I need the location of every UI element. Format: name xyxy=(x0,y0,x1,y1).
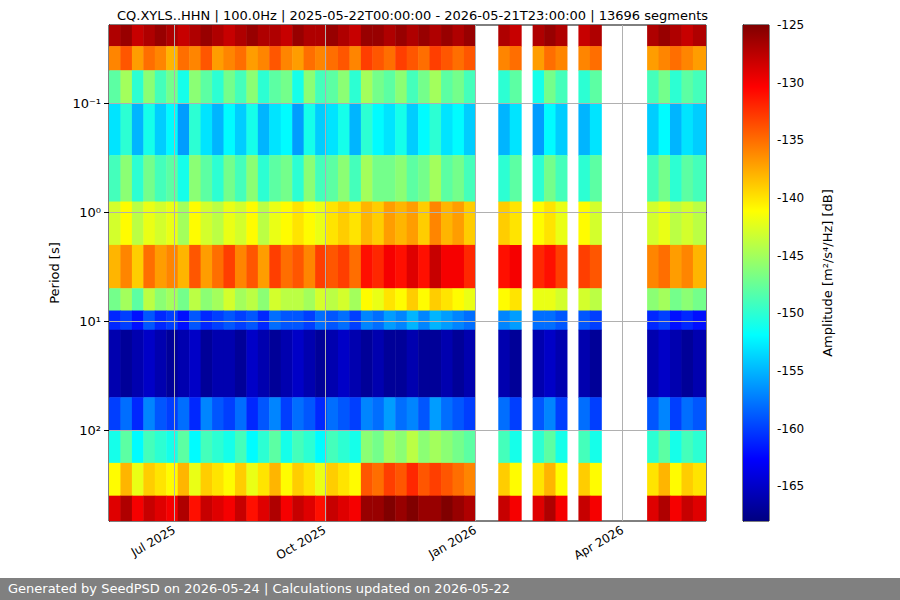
svg-text:Oct 2025: Oct 2025 xyxy=(274,523,329,563)
svg-text:10¹: 10¹ xyxy=(79,314,101,329)
svg-text:10⁻¹: 10⁻¹ xyxy=(72,96,101,111)
svg-text:-150: -150 xyxy=(777,306,804,320)
svg-text:-125: -125 xyxy=(777,18,804,32)
svg-text:10⁰: 10⁰ xyxy=(79,205,101,220)
svg-text:10²: 10² xyxy=(79,423,101,438)
svg-text:-155: -155 xyxy=(777,364,804,378)
svg-text:Apr 2026: Apr 2026 xyxy=(571,523,626,563)
svg-text:Period [s]: Period [s] xyxy=(47,242,62,304)
svg-text:Amplitude [m²/s⁴/Hz] [dB]: Amplitude [m²/s⁴/Hz] [dB] xyxy=(820,189,835,357)
svg-text:-160: -160 xyxy=(777,422,804,436)
svg-text:-145: -145 xyxy=(777,249,804,263)
svg-text:Jan 2026: Jan 2026 xyxy=(425,523,479,562)
svg-text:-140: -140 xyxy=(777,191,804,205)
svg-text:Generated by SeedPSD on 2026-0: Generated by SeedPSD on 2026-05-24 | Cal… xyxy=(8,581,510,596)
svg-text:-165: -165 xyxy=(777,479,804,493)
svg-text:Jul 2025: Jul 2025 xyxy=(128,523,178,560)
svg-text:-135: -135 xyxy=(777,133,804,147)
svg-text:-130: -130 xyxy=(777,76,804,90)
svg-text:CQ.XYLS..HHN | 100.0Hz | 2025-: CQ.XYLS..HHN | 100.0Hz | 2025-05-22T00:0… xyxy=(117,8,708,23)
